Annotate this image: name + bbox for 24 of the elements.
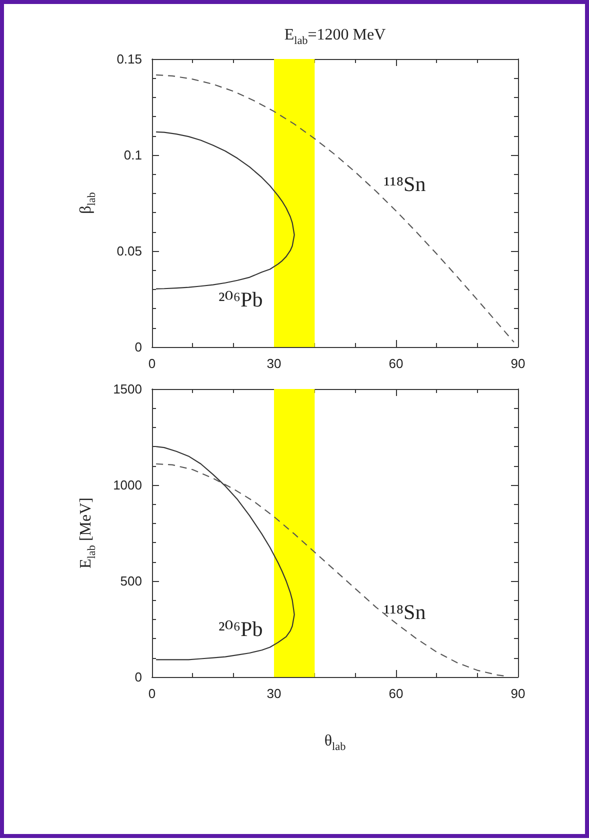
x-tick-label: 60 [388,686,404,701]
y-tick-label: 0.15 [116,52,142,66]
x-tick-label: 0 [148,356,156,371]
line-series [156,74,514,343]
y-tick-label: 1000 [113,478,142,492]
x-tick-label: 0 [148,686,156,701]
y-tick-label: 0.05 [116,244,142,258]
x-axis-title: θ$_{lab}$ [324,732,346,754]
y-tick-label: 1500 [113,382,142,396]
x-tick-label: 90 [510,686,526,701]
x-tick-label: 60 [388,356,404,371]
y-tick-label: 0 [134,670,142,684]
y-tick-label: 0 [134,340,142,354]
chart-title: E$_{lab}$=1200 MeV [284,26,386,48]
y-tick-label: 500 [120,574,142,588]
series-label: ²⁰⁶Pb [218,617,263,641]
x-tick-label: 30 [266,686,282,701]
series-label: ²⁰⁶Pb [218,287,263,312]
x-tick-label: 30 [266,356,282,371]
series-label: ¹¹⁸Sn [384,600,426,624]
x-tick-label: 90 [510,356,526,371]
series-label: ¹¹⁸Sn [384,172,426,196]
line-series [156,463,506,677]
y-tick-label: 0.1 [124,148,142,162]
